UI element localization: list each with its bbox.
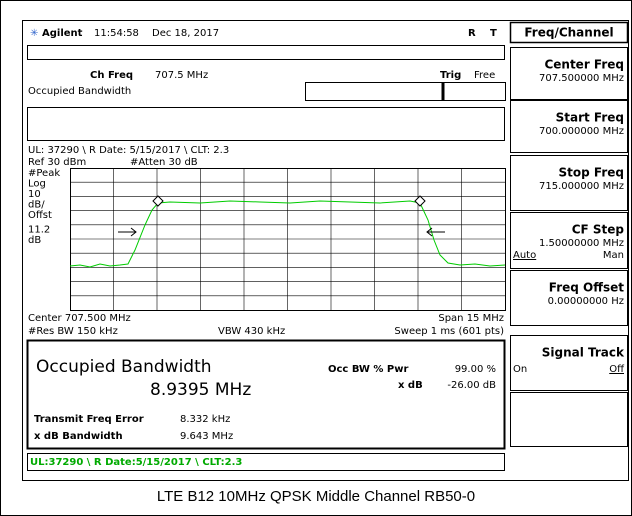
marker	[152, 195, 164, 207]
r-flag: R	[468, 28, 476, 39]
scale-label: #Peak	[28, 168, 60, 179]
rbw: #Res BW 150 kHz	[28, 326, 118, 337]
trig: Free	[474, 70, 495, 81]
display	[22, 20, 629, 481]
softkey[interactable]	[510, 47, 628, 100]
progress-box	[305, 82, 506, 101]
softkey-value: 1.50000000 MHz	[539, 238, 624, 249]
logo: ✳	[30, 28, 38, 39]
result-value: 8.9395 MHz	[150, 380, 251, 400]
xbw-label: x dB Bandwidth	[34, 431, 123, 442]
softkey[interactable]	[510, 335, 628, 391]
pwr-label: Occ BW % Pwr	[328, 364, 408, 375]
scale-label: 10	[28, 189, 41, 200]
softkey[interactable]	[510, 212, 628, 269]
softkey-option: Man	[603, 250, 624, 261]
tfe: 8.332 kHz	[180, 414, 230, 425]
arrow	[426, 227, 445, 237]
ch-freq-label: Ch Freq	[90, 70, 133, 81]
status-line: UL:37290 \ R Date:5/15/2017 \ CLT:2.3	[30, 457, 242, 468]
date: Dec 18, 2017	[152, 28, 219, 39]
softkey-label: Freq Offset	[549, 281, 624, 295]
softkey[interactable]	[510, 270, 628, 326]
scale-label: 11.2	[28, 225, 50, 236]
arrow	[118, 227, 137, 237]
tfe-label: Transmit Freq Error	[34, 414, 144, 425]
t-flag: T	[490, 28, 497, 39]
result-title: Occupied Bandwidth	[36, 357, 212, 377]
softkey[interactable]	[510, 155, 628, 211]
softkey-label: Stop Freq	[559, 166, 624, 180]
menu-title-box	[509, 21, 629, 44]
softkey-label: CF Step	[572, 223, 625, 237]
softkey-option: On	[513, 364, 527, 375]
softkey-value: 707.500000 MHz	[539, 73, 624, 84]
softkey-value: 715.000000 MHz	[539, 181, 624, 192]
graticule-border	[70, 168, 506, 311]
scale-label: dB	[28, 235, 41, 246]
message-box	[27, 107, 505, 141]
vbw: VBW 430 kHz	[218, 326, 285, 337]
graticule	[70, 168, 506, 311]
xdb: -26.00 dB	[447, 380, 496, 391]
time: 11:54:58	[94, 28, 139, 39]
scale-label: Offst	[28, 210, 52, 221]
ref-level: Ref 30 dBm	[28, 157, 86, 168]
softkey-value: 700.000000 MHz	[539, 126, 624, 137]
softkey-label: Signal Track	[542, 346, 625, 360]
softkey[interactable]	[510, 100, 628, 153]
xdb-label: x dB	[398, 380, 423, 391]
softkey-label: Center Freq	[544, 58, 624, 72]
caption: LTE B12 10MHz QPSK Middle Channel RB50-0	[157, 488, 475, 505]
softkey-label: Start Freq	[556, 111, 624, 125]
brand: Agilent	[42, 28, 83, 39]
center: Center 707.500 MHz	[28, 313, 131, 324]
xbw: 9.643 MHz	[180, 431, 233, 442]
softkey[interactable]	[510, 392, 628, 447]
menu-title: Freq/Channel	[524, 26, 613, 40]
sweep: Sweep 1 ms (601 pts)	[394, 326, 504, 337]
ch-freq: 707.5 MHz	[155, 70, 208, 81]
info: UL: 37290 \ R Date: 5/15/2017 \ CLT: 2.3	[28, 145, 229, 156]
span: Span 15 MHz	[438, 313, 504, 324]
result-box	[26, 339, 506, 450]
marker	[414, 195, 426, 207]
trig-label: Trig	[440, 70, 461, 81]
trace	[69, 200, 506, 268]
status-box	[27, 453, 505, 471]
mode: Occupied Bandwidth	[28, 86, 131, 97]
atten: #Atten 30 dB	[130, 157, 198, 168]
softkey-option: Off	[609, 364, 625, 375]
softkey-option: Auto	[513, 250, 536, 261]
softkey-value: 0.00000000 Hz	[548, 296, 624, 307]
title-bar	[27, 45, 505, 60]
scale-label: Log	[28, 179, 46, 190]
scale-label: dB/	[28, 200, 45, 211]
pwr: 99.00 %	[455, 364, 496, 375]
